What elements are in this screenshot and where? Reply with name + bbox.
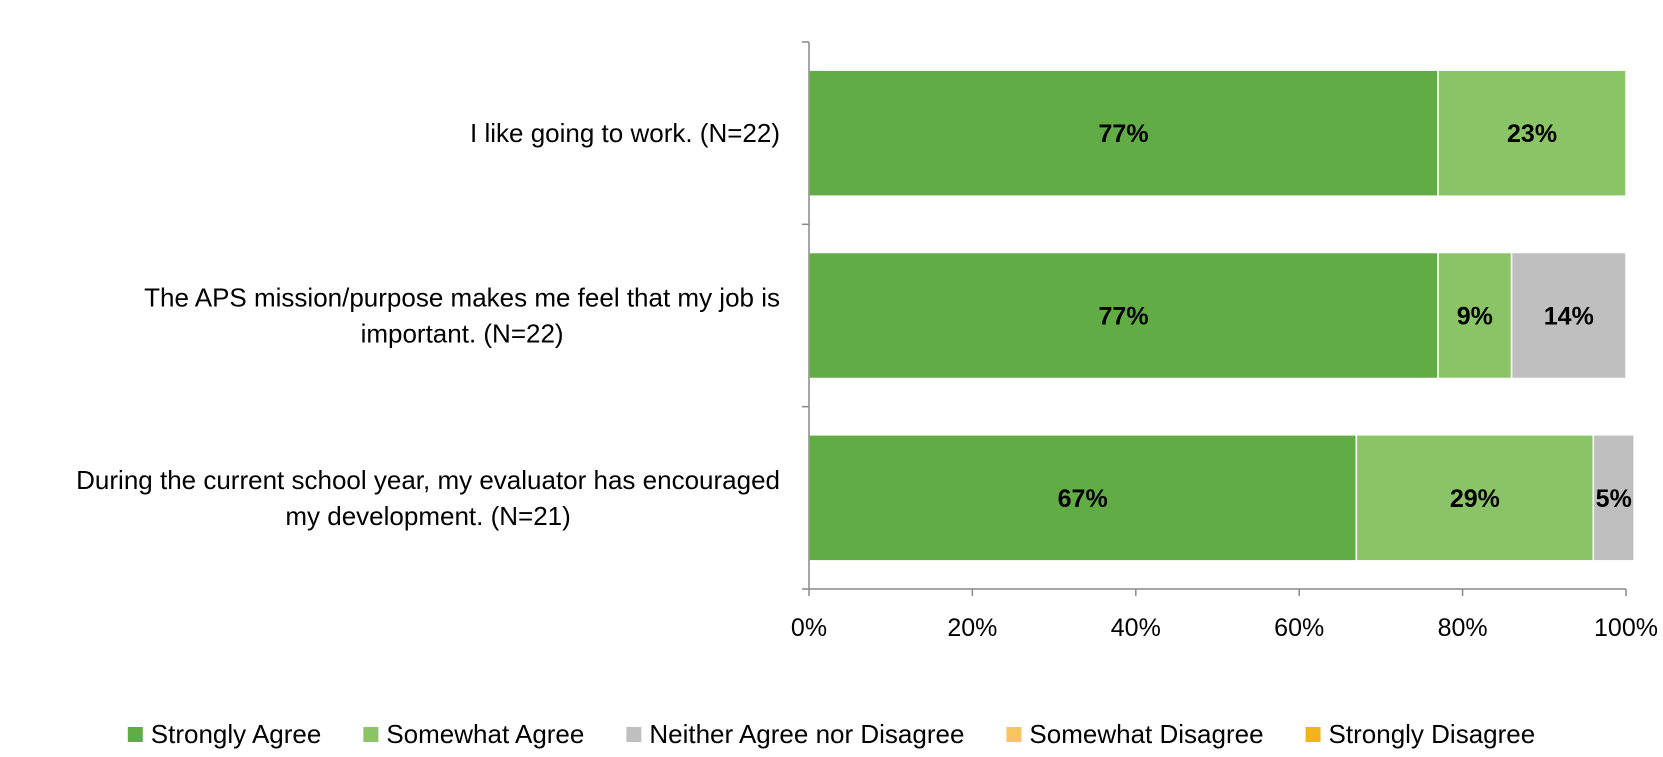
category-label: During the current school year, my evalu…: [76, 465, 780, 531]
legend-label: Strongly Disagree: [1329, 719, 1536, 749]
bar-value-label: 67%: [1058, 485, 1108, 513]
legend-swatch: [127, 727, 143, 742]
x-tick-label: 100%: [1594, 614, 1658, 642]
category-label-line: my development. (N=21): [285, 501, 570, 531]
legend-swatch: [1006, 727, 1022, 742]
axes-group: [808, 42, 1626, 590]
bar-segment: [808, 434, 1358, 562]
x-tick-label: 80%: [1438, 614, 1488, 642]
legend-item: Somewhat Agree: [363, 719, 584, 749]
category-label-line: The APS mission/purpose makes me feel th…: [144, 283, 780, 313]
bar-value-label: 77%: [1099, 120, 1149, 148]
legend-item: Somewhat Disagree: [1006, 719, 1264, 749]
category-label-line: I like going to work. (N=22): [470, 118, 780, 148]
legend-label: Somewhat Agree: [386, 719, 584, 749]
bar-value-label: 23%: [1507, 120, 1557, 148]
category-label-line: During the current school year, my evalu…: [76, 465, 780, 495]
x-tick-label: 20%: [947, 614, 997, 642]
bar-segment: [1510, 251, 1627, 380]
bar-segment: [808, 251, 1439, 380]
bar-segment: [808, 69, 1439, 197]
bar-labels-group: 77% 23% 77% 9% 14% 67% 29% 5%: [1058, 120, 1632, 513]
legend-swatch: [363, 727, 379, 742]
legend-label: Neither Agree nor Disagree: [649, 719, 964, 749]
x-ticks-group: 0% 20% 40% 60% 80% 100%: [791, 41, 1658, 642]
bar-value-label: 29%: [1450, 485, 1500, 513]
legend: Strongly Agree Somewhat Agree Neither Agre…: [127, 719, 1536, 749]
x-tick-label: 60%: [1274, 614, 1324, 642]
bar-segment: [1355, 434, 1595, 562]
x-tick-label: 40%: [1111, 614, 1161, 642]
legend-item: Strongly Agree: [127, 719, 322, 749]
category-label-line: important. (N=22): [361, 319, 564, 349]
legend-item: Neither Agree nor Disagree: [626, 719, 964, 749]
category-label: The APS mission/purpose makes me feel th…: [144, 283, 780, 349]
bar-segment: [1437, 69, 1627, 197]
bar-value-label: 77%: [1099, 303, 1149, 331]
bar-value-label: 14%: [1544, 303, 1594, 331]
legend-label: Strongly Agree: [151, 719, 322, 749]
legend-swatch: [626, 727, 642, 742]
bar-value-label: 9%: [1457, 303, 1493, 331]
bar-segment: [1592, 434, 1635, 562]
legend-swatch: [1305, 727, 1321, 742]
legend-item: Strongly Disagree: [1305, 719, 1536, 749]
legend-label: Somewhat Disagree: [1029, 719, 1263, 749]
bars-group: [808, 69, 1635, 562]
category-label: I like going to work. (N=22): [470, 118, 780, 148]
category-labels-group: I like going to work. (N=22) The APS miss…: [76, 118, 780, 531]
bar-value-label: 5%: [1596, 485, 1632, 513]
x-tick-label: 0%: [791, 614, 827, 642]
